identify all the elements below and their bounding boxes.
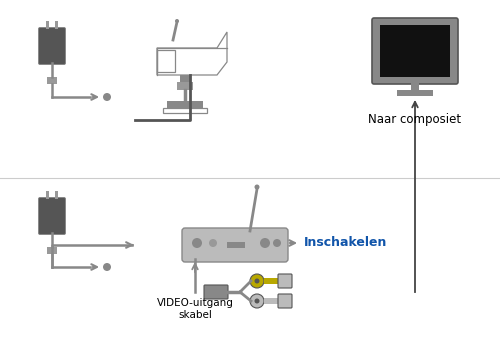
FancyBboxPatch shape xyxy=(182,228,288,262)
Circle shape xyxy=(254,184,260,189)
Circle shape xyxy=(103,93,111,101)
Bar xyxy=(180,75,190,82)
Bar xyxy=(167,101,203,108)
Bar xyxy=(264,298,279,304)
Circle shape xyxy=(209,239,217,247)
Bar xyxy=(264,278,279,284)
Bar xyxy=(177,82,193,90)
Text: Inschakelen: Inschakelen xyxy=(304,237,388,250)
FancyBboxPatch shape xyxy=(372,18,458,84)
Bar xyxy=(55,21,58,29)
Circle shape xyxy=(250,294,264,308)
Circle shape xyxy=(103,263,111,271)
Bar xyxy=(55,191,58,199)
Bar xyxy=(411,82,419,90)
Bar xyxy=(227,242,245,248)
Text: VIDEO-uitgang
skabel: VIDEO-uitgang skabel xyxy=(156,298,234,320)
Bar xyxy=(47,77,57,84)
FancyBboxPatch shape xyxy=(38,28,66,64)
Circle shape xyxy=(254,279,260,284)
Bar xyxy=(157,50,175,72)
Circle shape xyxy=(273,239,281,247)
Circle shape xyxy=(250,274,264,288)
FancyBboxPatch shape xyxy=(278,274,292,288)
Circle shape xyxy=(192,238,202,248)
FancyBboxPatch shape xyxy=(38,197,66,234)
Circle shape xyxy=(254,299,260,303)
Circle shape xyxy=(175,19,179,23)
Bar xyxy=(397,90,433,96)
Bar xyxy=(163,108,207,113)
Bar xyxy=(47,247,57,254)
Circle shape xyxy=(260,238,270,248)
Bar xyxy=(46,21,49,29)
Text: Naar composiet: Naar composiet xyxy=(368,113,462,126)
Bar xyxy=(46,191,49,199)
Bar xyxy=(380,25,450,77)
FancyBboxPatch shape xyxy=(204,285,228,299)
FancyBboxPatch shape xyxy=(278,294,292,308)
